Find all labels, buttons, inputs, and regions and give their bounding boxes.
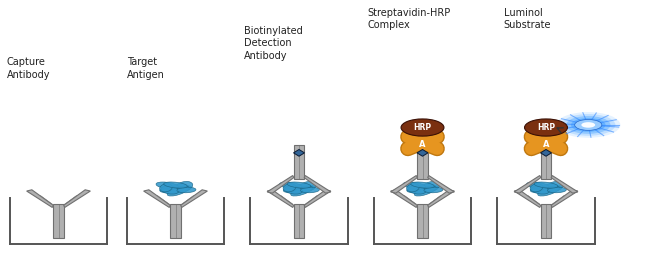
Text: Biotinylated
Detection
Antibody: Biotinylated Detection Antibody (244, 26, 302, 61)
Ellipse shape (285, 186, 302, 194)
Ellipse shape (177, 187, 196, 193)
Ellipse shape (424, 187, 443, 193)
Ellipse shape (161, 186, 179, 194)
Polygon shape (514, 176, 541, 193)
Ellipse shape (530, 185, 562, 193)
Polygon shape (541, 150, 551, 156)
Polygon shape (267, 190, 294, 207)
Circle shape (556, 112, 620, 138)
Circle shape (571, 118, 606, 132)
Polygon shape (304, 176, 331, 193)
Text: Luminol
Substrate: Luminol Substrate (504, 8, 551, 30)
Ellipse shape (545, 181, 563, 192)
Text: A: A (419, 140, 426, 148)
Text: Capture
Antibody: Capture Antibody (6, 57, 50, 80)
Polygon shape (541, 145, 551, 179)
Polygon shape (170, 204, 181, 238)
Polygon shape (391, 176, 417, 193)
Polygon shape (417, 150, 428, 156)
Circle shape (566, 116, 610, 134)
Circle shape (561, 114, 616, 136)
Polygon shape (144, 190, 170, 207)
Text: Streptavidin-HRP
Complex: Streptavidin-HRP Complex (367, 8, 450, 30)
Polygon shape (53, 204, 64, 238)
Ellipse shape (407, 184, 419, 192)
Polygon shape (267, 176, 294, 193)
Text: Target
Antigen: Target Antigen (127, 57, 164, 80)
Polygon shape (541, 204, 551, 238)
Polygon shape (514, 190, 541, 207)
Ellipse shape (164, 182, 187, 188)
Polygon shape (428, 176, 454, 193)
Text: HRP: HRP (537, 123, 555, 132)
Ellipse shape (283, 184, 296, 192)
Polygon shape (551, 176, 578, 193)
Circle shape (525, 119, 567, 136)
Ellipse shape (532, 186, 549, 194)
Ellipse shape (160, 185, 191, 193)
Ellipse shape (175, 181, 192, 192)
Ellipse shape (538, 186, 560, 196)
Ellipse shape (156, 182, 179, 189)
Polygon shape (181, 190, 207, 207)
Polygon shape (417, 204, 428, 238)
Ellipse shape (526, 182, 549, 189)
Circle shape (401, 119, 444, 136)
Polygon shape (391, 190, 417, 207)
Ellipse shape (547, 187, 566, 193)
Ellipse shape (422, 181, 439, 192)
Polygon shape (417, 145, 428, 179)
Ellipse shape (414, 186, 436, 196)
Ellipse shape (280, 182, 302, 189)
Polygon shape (294, 150, 304, 156)
Circle shape (575, 120, 602, 130)
Ellipse shape (287, 182, 311, 188)
Text: A: A (543, 140, 549, 148)
Polygon shape (27, 190, 53, 207)
Polygon shape (304, 190, 331, 207)
Ellipse shape (407, 185, 438, 193)
Ellipse shape (403, 182, 426, 189)
Ellipse shape (167, 186, 189, 196)
Ellipse shape (298, 181, 316, 192)
Ellipse shape (530, 184, 543, 192)
Polygon shape (294, 204, 304, 238)
Ellipse shape (408, 186, 426, 194)
Polygon shape (294, 145, 304, 179)
Ellipse shape (300, 187, 319, 193)
Ellipse shape (534, 182, 558, 188)
Ellipse shape (283, 185, 315, 193)
Text: HRP: HRP (413, 123, 432, 132)
Polygon shape (551, 190, 578, 207)
Circle shape (581, 122, 595, 128)
Ellipse shape (160, 184, 172, 192)
Ellipse shape (291, 186, 313, 196)
Polygon shape (64, 190, 90, 207)
Polygon shape (428, 190, 454, 207)
Ellipse shape (411, 182, 434, 188)
